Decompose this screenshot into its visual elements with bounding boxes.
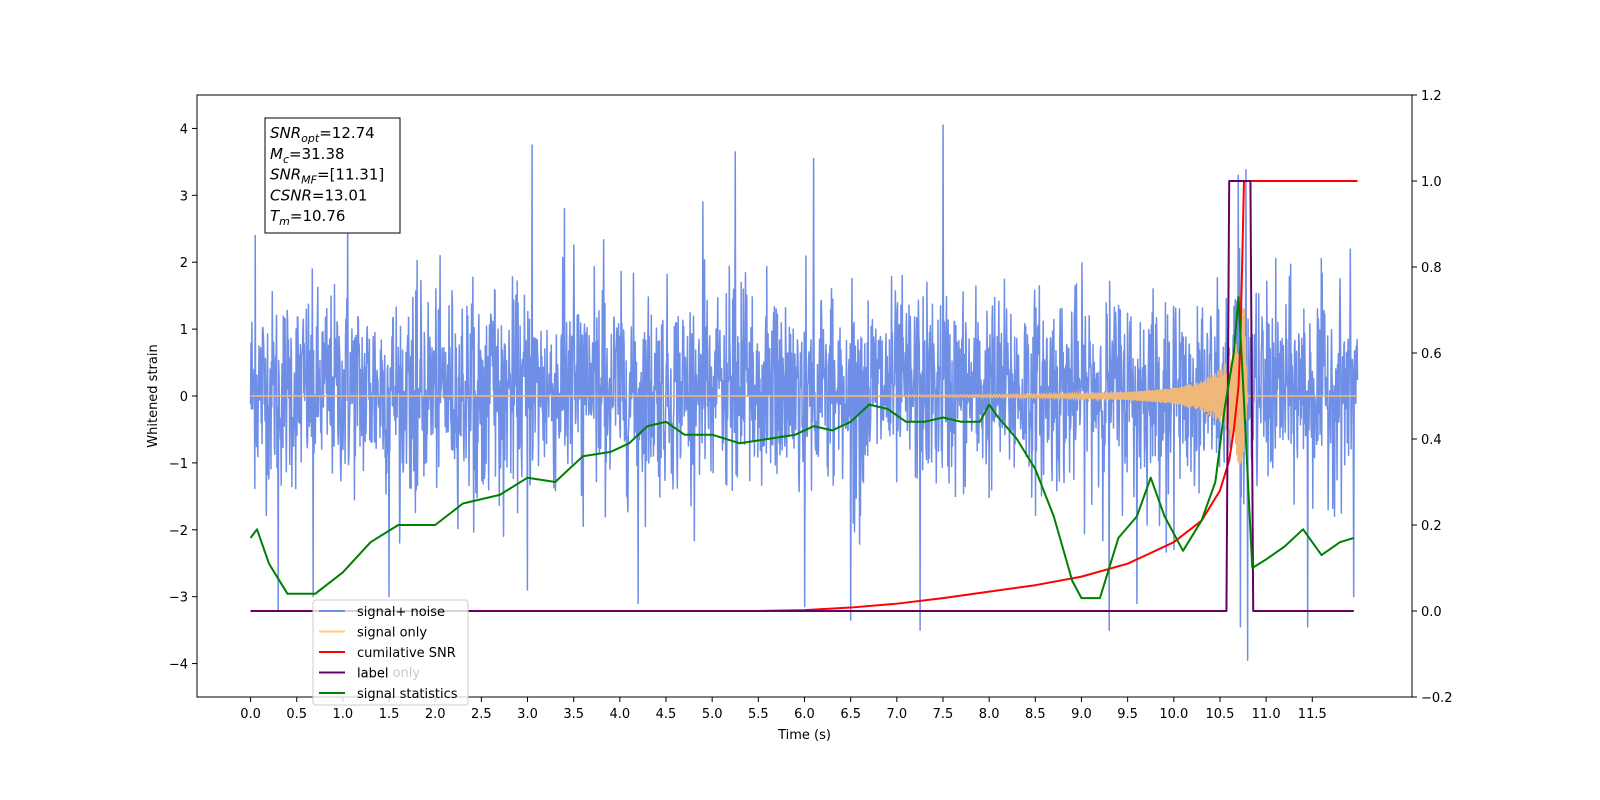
legend: label only signal+ noise signal only cumila… — [312, 599, 469, 706]
right-axis-series-layer — [249, 180, 1358, 612]
x-axis-label: Time (s) — [777, 728, 831, 743]
stats-annotation-box: SNRopt=12.74Mc=31.38SNRMF=[11.31]CSNR=13… — [264, 117, 401, 234]
x-tick-label: 9.5 — [1117, 707, 1138, 722]
x-tick-label: 1.5 — [379, 707, 400, 722]
y-tick-label: 0 — [180, 390, 188, 405]
legend-frame — [312, 599, 469, 706]
y-tick-label: 1 — [180, 323, 188, 338]
y2-tick-label: 1.0 — [1421, 175, 1442, 190]
x-tick-label: 4.5 — [656, 707, 677, 722]
x-tick-label: 7.0 — [886, 707, 907, 722]
series-signal-noise-line — [249, 124, 1359, 661]
x-tick-label: 1.0 — [333, 707, 354, 722]
y-axis-label: Whitened strain — [146, 344, 161, 447]
x-tick-label: 2.5 — [471, 707, 492, 722]
series-signal-only-line — [250, 307, 1358, 465]
x-tick-label: 4.0 — [610, 707, 631, 722]
y-tick-label: −2 — [169, 524, 188, 539]
series-cumilative-snr-line — [250, 180, 1358, 612]
x-tick-label: 8.0 — [979, 707, 1000, 722]
y2-tick-label: 0.6 — [1421, 347, 1442, 362]
y2-tick-label: 0.2 — [1421, 519, 1442, 534]
x-axis-ticks: 0.0 0.5 1.0 1.5 2.0 2.5 3.0 3.5 4.0 4.5 5.0 5.5 6.0 6… — [240, 697, 1327, 722]
y2-tick-label: 1.2 — [1421, 89, 1442, 104]
legend-entry-label: cumilative SNR — [357, 646, 456, 661]
series-label-line — [250, 180, 1354, 612]
x-tick-label: 8.5 — [1025, 707, 1046, 722]
series-signal-statistics-line — [249, 296, 1355, 600]
annotation-line: Mc=31.38 — [270, 145, 345, 166]
x-tick-label: 3.0 — [517, 707, 538, 722]
x-tick-label: 9.0 — [1071, 707, 1092, 722]
x-tick-label: 0.5 — [286, 707, 307, 722]
x-tick-label: 6.5 — [840, 707, 861, 722]
y-tick-label: 2 — [180, 256, 188, 271]
signal-only-layer — [250, 307, 1358, 465]
y2-tick-label: −0.2 — [1421, 691, 1453, 706]
y-tick-label: 3 — [180, 189, 188, 204]
x-tick-label: 2.0 — [425, 707, 446, 722]
legend-entry-label: label — [357, 667, 388, 682]
annotation-box-frame — [264, 117, 401, 234]
y2-tick-label: 0.4 — [1421, 433, 1442, 448]
x-tick-label: 5.5 — [748, 707, 769, 722]
y-tick-label: −3 — [169, 591, 188, 606]
x-tick-label: 3.5 — [563, 707, 584, 722]
legend-entry-label: signal statistics — [357, 687, 458, 702]
annotation-line: Tm=10.76 — [270, 207, 345, 228]
annotation-line: SNRopt=12.74 — [270, 124, 375, 145]
y-axis-ticks: −4 −3 −2 −1 0 1 2 3 4 — [169, 122, 197, 673]
x-tick-label: 5.0 — [702, 707, 723, 722]
legend-entry-label: signal only — [357, 626, 427, 641]
x-tick-label: 6.0 — [794, 707, 815, 722]
x-tick-label: 10.0 — [1159, 707, 1188, 722]
x-tick-label: 10.5 — [1205, 707, 1234, 722]
y2-tick-label: 0.0 — [1421, 605, 1442, 620]
y-tick-label: −4 — [169, 658, 188, 673]
x-tick-label: 7.5 — [933, 707, 954, 722]
signal-noise-layer — [249, 124, 1359, 661]
annotation-line: SNRMF=[11.31] — [270, 166, 384, 187]
x-tick-label: 0.0 — [240, 707, 261, 722]
legend-entry-label: signal+ noise — [357, 605, 445, 620]
x-tick-label: 11.5 — [1298, 707, 1327, 722]
y-tick-label: −1 — [169, 457, 188, 472]
legend-hidden-text: label only — [357, 666, 420, 681]
y-tick-label: 4 — [180, 122, 188, 137]
y2-tick-label: 0.8 — [1421, 261, 1442, 276]
x-tick-label: 11.0 — [1252, 707, 1281, 722]
annotation-line: CSNR=13.01 — [270, 186, 367, 204]
y2-axis-ticks: −0.2 0.0 0.2 0.4 0.6 0.8 1.0 1.2 — [1412, 89, 1453, 706]
